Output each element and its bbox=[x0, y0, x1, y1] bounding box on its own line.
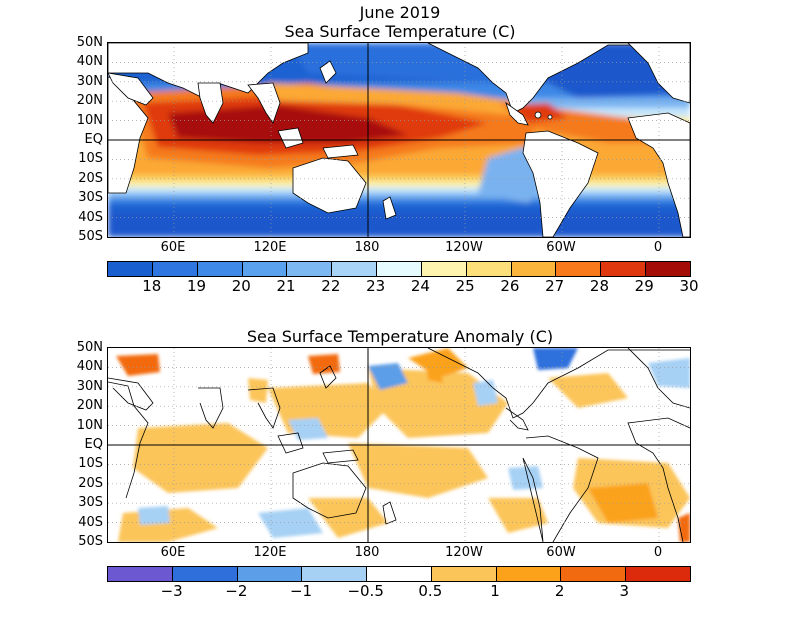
colorbar-label: 18 bbox=[142, 277, 162, 295]
latitude-label: 10N bbox=[76, 112, 103, 128]
colorbar-label: −1 bbox=[289, 582, 313, 600]
longitude-label: 60E bbox=[160, 545, 186, 560]
longitude-label: 0 bbox=[653, 545, 663, 560]
anomaly-title: Sea Surface Temperature Anomaly (C) bbox=[246, 327, 554, 346]
anomaly-map bbox=[107, 347, 691, 543]
colorbar-label: −3 bbox=[160, 582, 183, 600]
colorbar-label: 3 bbox=[619, 582, 630, 600]
colorbar-label: −0.5 bbox=[347, 582, 384, 600]
colorbar-label: −2 bbox=[225, 582, 248, 600]
latitude-label: 10S bbox=[78, 151, 103, 167]
colorbar-swatch bbox=[511, 262, 557, 276]
latitude-label: 20S bbox=[78, 170, 103, 186]
latitude-label: 20N bbox=[76, 93, 103, 109]
colorbar-label: 25 bbox=[455, 277, 475, 295]
colorbar-label: 22 bbox=[321, 277, 341, 295]
colorbar-label: 30 bbox=[679, 277, 699, 295]
colorbar-label: 2 bbox=[554, 582, 565, 600]
latitude-label: 30S bbox=[78, 190, 103, 206]
latitude-label: 50N bbox=[76, 35, 103, 50]
latitude-label: EQ bbox=[84, 132, 103, 147]
colorbar-label: 21 bbox=[276, 277, 296, 295]
longitude-label: 120E bbox=[253, 240, 287, 255]
latitude-label: 10S bbox=[78, 456, 103, 472]
colorbar-swatch bbox=[556, 262, 602, 276]
colorbar-swatch bbox=[377, 262, 422, 276]
colorbar-swatch bbox=[242, 262, 288, 276]
colorbar-swatch bbox=[332, 262, 378, 276]
colorbar-swatch bbox=[237, 567, 303, 581]
sst-equator-dateline bbox=[108, 43, 690, 237]
longitude-label: 180 bbox=[354, 240, 380, 255]
colorbar-swatch bbox=[197, 262, 243, 276]
latitude-label: 30N bbox=[76, 73, 103, 89]
latitude-label: 30N bbox=[76, 378, 103, 394]
longitude-label: 60W bbox=[546, 545, 576, 560]
sst-land bbox=[108, 43, 690, 237]
latitude-label: EQ bbox=[84, 437, 103, 452]
colorbar-label: 27 bbox=[545, 277, 565, 295]
anomaly-coastlines bbox=[108, 348, 690, 542]
colorbar-label: 24 bbox=[410, 277, 430, 295]
colorbar-label: 19 bbox=[186, 277, 207, 295]
latitude-label: 40N bbox=[76, 359, 103, 375]
longitude-label: 120E bbox=[253, 545, 287, 560]
colorbar-label: 20 bbox=[231, 277, 251, 295]
colorbar-label: 0.5 bbox=[418, 582, 443, 600]
figure-date-title: June 2019 bbox=[359, 3, 441, 22]
anomaly-equator-dateline bbox=[108, 348, 690, 542]
colorbar-swatch bbox=[287, 262, 333, 276]
latitude-label: 10N bbox=[76, 417, 103, 433]
sst-grid bbox=[108, 43, 690, 237]
colorbar-label: 29 bbox=[634, 277, 654, 295]
longitude-label: 60E bbox=[160, 240, 186, 255]
colorbar-swatch bbox=[496, 567, 562, 581]
colorbar-label: 28 bbox=[589, 277, 609, 295]
colorbar-swatch bbox=[108, 262, 153, 276]
anomaly-grid bbox=[108, 348, 690, 542]
latitude-label: 50S bbox=[78, 229, 103, 244]
latitude-label: 50N bbox=[76, 340, 103, 355]
sst-colorbar bbox=[107, 261, 691, 277]
colorbar-swatch bbox=[646, 262, 690, 276]
colorbar-label: 1 bbox=[490, 582, 500, 600]
latitude-label: 50S bbox=[78, 534, 103, 549]
longitude-label: 180 bbox=[354, 545, 380, 560]
colorbar-swatch bbox=[108, 567, 173, 581]
colorbar-label: 23 bbox=[366, 277, 386, 295]
longitude-label: 120W bbox=[445, 545, 483, 560]
colorbar-swatch bbox=[421, 262, 467, 276]
colorbar-swatch bbox=[626, 567, 691, 581]
longitude-label: 0 bbox=[653, 240, 663, 255]
sst-title: Sea Surface Temperature (C) bbox=[284, 22, 516, 41]
longitude-label: 120W bbox=[445, 240, 483, 255]
anomaly-colorbar bbox=[107, 566, 691, 582]
colorbar-swatch bbox=[561, 567, 627, 581]
colorbar-swatch bbox=[431, 567, 497, 581]
latitude-label: 40S bbox=[78, 514, 103, 530]
colorbar-swatch bbox=[302, 567, 368, 581]
latitude-label: 30S bbox=[78, 495, 103, 511]
longitude-label: 60W bbox=[546, 240, 576, 255]
latitude-label: 20S bbox=[78, 475, 103, 491]
colorbar-swatch bbox=[466, 262, 512, 276]
latitude-label: 40S bbox=[78, 209, 103, 225]
latitude-label: 40N bbox=[76, 54, 103, 70]
colorbar-swatch bbox=[172, 567, 238, 581]
colorbar-swatch bbox=[152, 262, 198, 276]
latitude-label: 20N bbox=[76, 398, 103, 414]
colorbar-swatch bbox=[367, 567, 432, 581]
colorbar-label: 26 bbox=[500, 277, 520, 295]
sst-map bbox=[107, 42, 691, 238]
colorbar-swatch bbox=[601, 262, 647, 276]
